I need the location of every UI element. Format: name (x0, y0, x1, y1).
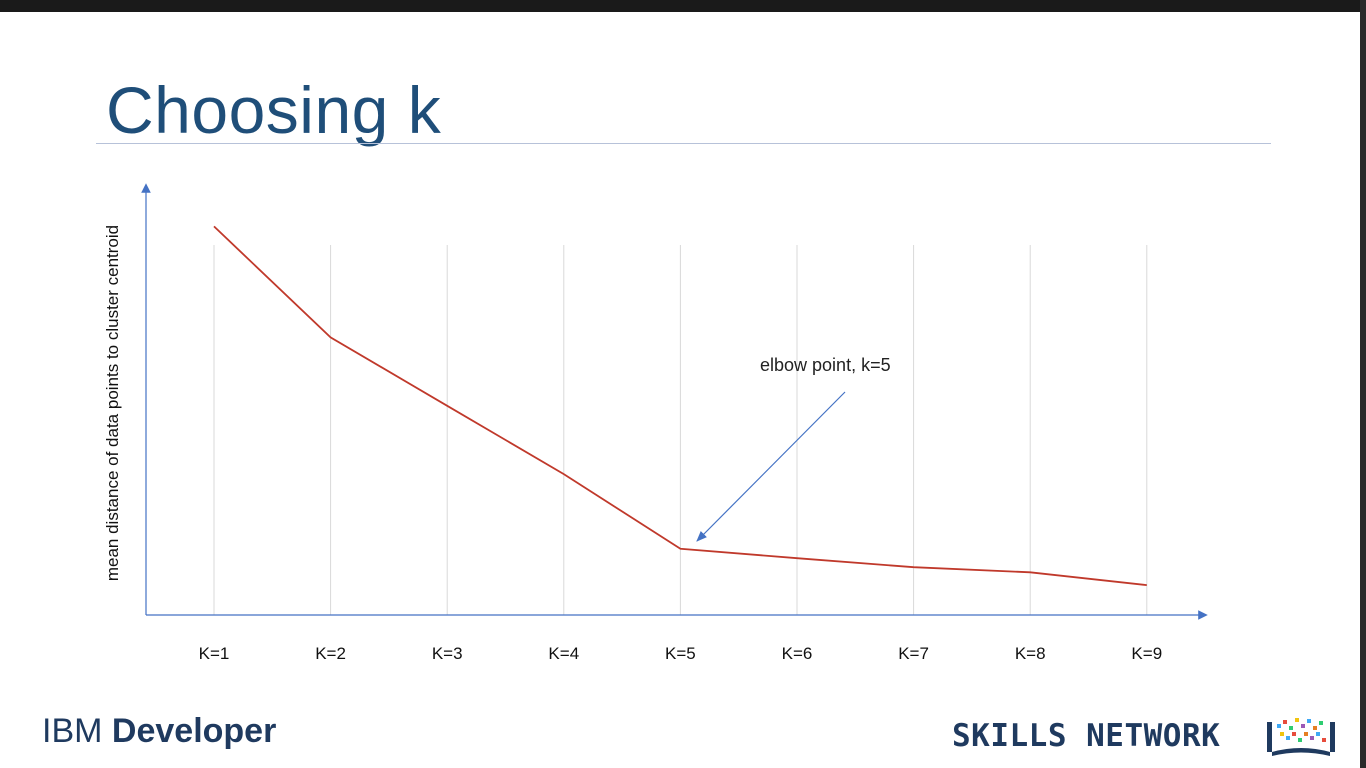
tick-label-k3: K=3 (432, 644, 463, 663)
grid-lines (213, 245, 1148, 615)
ibm-developer-logo: IBM Developer (42, 712, 276, 751)
tick-label-k7: K=7 (898, 644, 929, 663)
skills-network-book-icon (1267, 718, 1335, 756)
tick-label-k5: K=5 (665, 644, 696, 663)
tick-label-k2: K=2 (315, 644, 346, 663)
window-right-edge (1360, 0, 1366, 768)
tick-label-k8: K=8 (1015, 644, 1046, 663)
tick-label-k1: K=1 (199, 644, 230, 663)
slide-title: Choosing k (106, 73, 442, 147)
series-line (213, 225, 1147, 586)
skills-network-label: SKILLS NETWORK (952, 718, 1221, 754)
tick-label-k4: K=4 (548, 644, 579, 663)
window-top-bar (0, 0, 1366, 12)
tick-label-k9: K=9 (1131, 644, 1162, 663)
x-tick-labels: K=1 K=2 K=3 K=4 K=5 K=6 K=7 K=8 K=9 (199, 644, 1163, 663)
brand-prefix: IBM (42, 712, 103, 750)
tick-label-k6: K=6 (782, 644, 813, 663)
brand-suffix: Developer (111, 712, 277, 750)
annotation-arrow (696, 391, 846, 542)
y-axis-label: mean distance of data points to cluster … (103, 224, 122, 582)
title-divider (96, 143, 1271, 144)
elbow-annotation: elbow point, k=5 (760, 355, 891, 375)
